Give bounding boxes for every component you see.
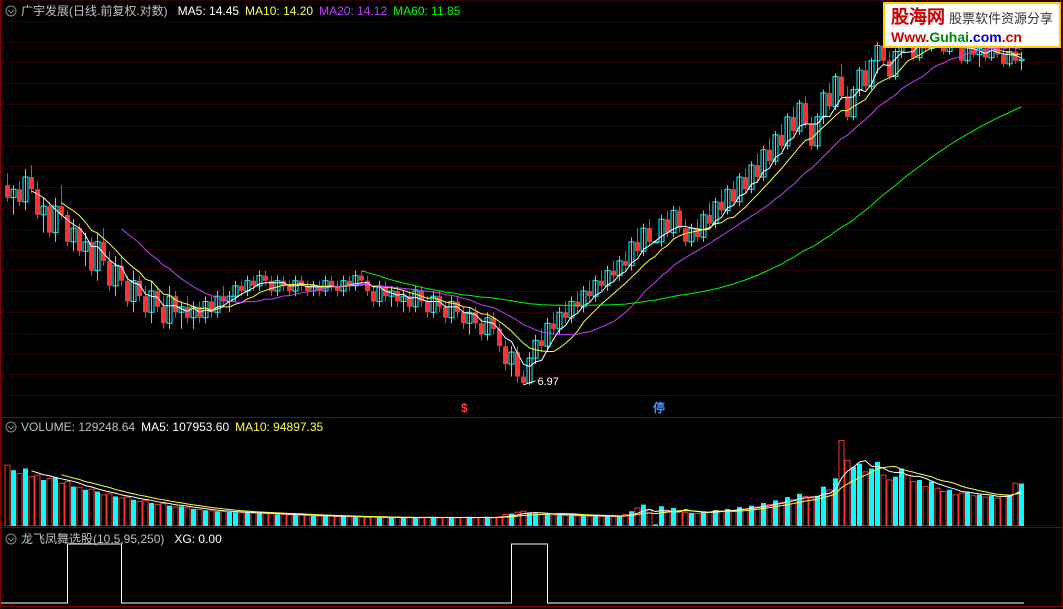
collapse-icon[interactable]: [5, 5, 17, 17]
collapse-icon[interactable]: [5, 421, 17, 433]
svg-text:停: 停: [653, 400, 665, 415]
ma-labels: MA5: 14.45MA10: 14.20MA20: 14.12MA60: 11…: [178, 4, 467, 18]
volume-chart-svg[interactable]: [1, 418, 1063, 526]
volume-header: VOLUME: 129248.64MA5: 107953.60MA10: 948…: [5, 420, 329, 434]
price-header: 广宇发展(日线.前复权.对数) MA5: 14.45MA10: 14.20MA2…: [5, 2, 466, 19]
indicator-metric: XG: 0.00: [174, 532, 227, 546]
watermark-subtitle: 股票软件资源分享: [949, 11, 1053, 27]
price-chart-svg[interactable]: 6.97 $ 停: [1, 0, 1063, 416]
volume-labels: VOLUME: 129248.64MA5: 107953.60MA10: 948…: [21, 420, 329, 434]
watermark-badge: 股海网 股票软件资源分享 Www.Guhai.com.cn: [883, 2, 1061, 48]
volume-panel[interactable]: VOLUME: 129248.64MA5: 107953.60MA10: 948…: [0, 418, 1063, 528]
svg-text:$: $: [461, 401, 468, 415]
indicator-title: 龙飞凤舞选股(10,5,95,250): [21, 530, 170, 547]
stock-title: 广宇发展(日线.前复权.对数): [21, 2, 174, 19]
collapse-icon[interactable]: [5, 533, 17, 545]
watermark-brand: 股海网: [891, 6, 945, 29]
svg-text:6.97: 6.97: [538, 376, 559, 388]
watermark-url: Www.Guhai.com.cn: [891, 29, 1053, 47]
indicator-header: 龙飞凤舞选股(10,5,95,250) XG: 0.00: [5, 530, 228, 547]
indicator-panel[interactable]: 龙飞凤舞选股(10,5,95,250) XG: 0.00: [0, 528, 1063, 607]
price-chart-panel[interactable]: 广宇发展(日线.前复权.对数) MA5: 14.45MA10: 14.20MA2…: [0, 0, 1063, 418]
